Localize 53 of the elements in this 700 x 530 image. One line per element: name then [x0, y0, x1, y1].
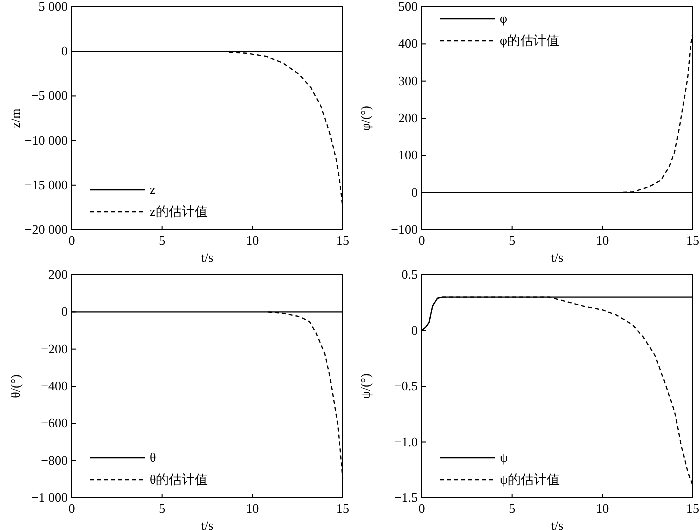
y-tick-label: −1.0 [394, 434, 418, 450]
y-tick-label: −1.5 [394, 490, 418, 505]
x-tick-label: 5 [159, 233, 166, 248]
x-tick-label: 5 [509, 501, 516, 516]
y-tick-label: 5 000 [38, 0, 68, 14]
y-tick-label: −600 [41, 416, 68, 431]
y-tick-label: 500 [398, 0, 418, 14]
y-tick-label: 0.5 [402, 267, 418, 282]
legend-label: θ的估计值 [150, 472, 208, 487]
x-axis-title: t/s [551, 518, 564, 530]
y-tick-label: −0.5 [394, 378, 418, 394]
y-tick-label: 400 [398, 36, 418, 52]
y-tick-label: 200 [48, 267, 68, 282]
y-tick-label: 200 [398, 110, 418, 126]
y-tick-label: 0 [412, 184, 418, 200]
y-tick-label: 300 [398, 73, 418, 88]
y-tick-label: −200 [41, 341, 68, 356]
y-axis-title: θ/(°) [8, 374, 23, 398]
y-tick-label: −15 000 [24, 177, 68, 192]
y-axis-title: φ/(°) [358, 106, 373, 131]
x-tick-label: 10 [246, 233, 260, 248]
y-tick-label: 100 [398, 148, 418, 163]
y-tick-label: −20 000 [24, 222, 68, 237]
x-tick-label: 10 [246, 501, 260, 516]
y-tick-label: −1 000 [31, 490, 68, 505]
y-tick-label: −100 [391, 222, 418, 237]
y-tick-label: −10 000 [24, 132, 68, 148]
x-tick-label: 15 [686, 233, 700, 248]
x-tick-label: 10 [596, 501, 610, 516]
legend-label: ψ [500, 450, 508, 465]
y-axis-title: z/m [8, 108, 23, 128]
x-tick-label: 15 [336, 233, 350, 248]
legend-label: z的估计值 [150, 204, 208, 219]
x-tick-label: 15 [336, 501, 350, 516]
y-tick-label: 0 [62, 304, 68, 320]
x-tick-label: 15 [686, 501, 700, 516]
legend-label: θ [150, 450, 156, 465]
y-tick-label: 0 [62, 44, 68, 59]
x-axis-title: t/s [201, 250, 214, 265]
x-tick-label: 10 [596, 233, 610, 248]
y-tick-label: 0 [412, 322, 418, 338]
x-axis-title: t/s [551, 250, 564, 265]
y-tick-label: −800 [41, 452, 68, 468]
y-tick-label: −5 000 [31, 88, 68, 104]
legend-label: ψ的估计值 [500, 472, 560, 487]
y-tick-label: −400 [41, 378, 68, 394]
legend-label: φ的估计值 [500, 33, 560, 48]
x-tick-label: 5 [509, 233, 516, 248]
y-axis-title: ψ/(°) [358, 374, 373, 400]
x-tick-label: 5 [159, 501, 166, 516]
x-axis-title: t/s [201, 518, 214, 530]
legend-label: φ [500, 11, 508, 26]
legend-label: z [150, 182, 156, 197]
